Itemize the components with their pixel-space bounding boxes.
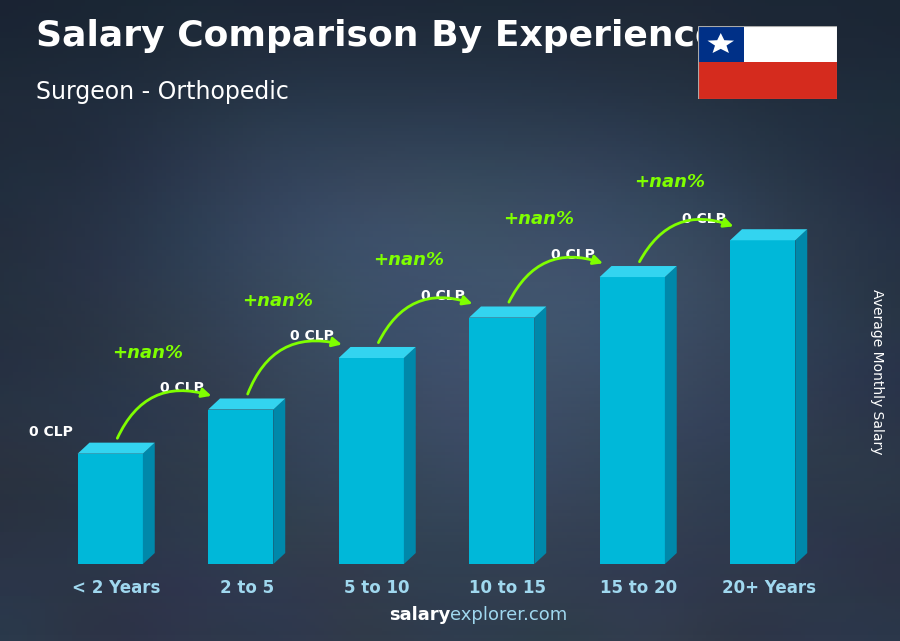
Text: 10 to 15: 10 to 15 — [469, 579, 546, 597]
Bar — [599, 277, 665, 564]
Bar — [77, 454, 143, 564]
Polygon shape — [796, 229, 807, 564]
Text: +nan%: +nan% — [242, 292, 313, 310]
Polygon shape — [404, 347, 416, 564]
Text: 5 to 10: 5 to 10 — [345, 579, 410, 597]
Polygon shape — [730, 229, 807, 240]
Text: +nan%: +nan% — [503, 210, 574, 228]
Text: Surgeon - Orthopedic: Surgeon - Orthopedic — [36, 80, 289, 104]
Text: +nan%: +nan% — [112, 344, 183, 362]
Text: +nan%: +nan% — [373, 251, 444, 269]
Bar — [208, 410, 274, 564]
Polygon shape — [665, 266, 677, 564]
Bar — [338, 358, 404, 564]
Text: 0 CLP: 0 CLP — [420, 289, 464, 303]
Polygon shape — [707, 33, 734, 53]
Text: Salary Comparison By Experience: Salary Comparison By Experience — [36, 19, 719, 53]
Text: < 2 Years: < 2 Years — [72, 579, 160, 597]
Polygon shape — [274, 399, 285, 564]
Polygon shape — [208, 399, 285, 410]
Polygon shape — [535, 306, 546, 564]
Polygon shape — [77, 443, 155, 454]
Bar — [698, 26, 837, 62]
Polygon shape — [469, 306, 546, 317]
Text: +nan%: +nan% — [634, 173, 705, 191]
Text: 0 CLP: 0 CLP — [159, 381, 203, 395]
Text: 0 CLP: 0 CLP — [29, 425, 73, 439]
Polygon shape — [143, 443, 155, 564]
Bar — [698, 26, 744, 62]
Bar — [730, 240, 796, 564]
Text: 15 to 20: 15 to 20 — [599, 579, 677, 597]
Text: 2 to 5: 2 to 5 — [220, 579, 274, 597]
Text: 0 CLP: 0 CLP — [681, 212, 725, 226]
Text: explorer.com: explorer.com — [450, 606, 567, 624]
Polygon shape — [599, 266, 677, 277]
Text: 0 CLP: 0 CLP — [551, 248, 595, 262]
Text: 20+ Years: 20+ Years — [722, 579, 815, 597]
Bar — [698, 62, 837, 99]
Bar — [469, 317, 535, 564]
Text: 0 CLP: 0 CLP — [290, 329, 334, 344]
Text: salary: salary — [389, 606, 450, 624]
Text: Average Monthly Salary: Average Monthly Salary — [870, 289, 885, 454]
Polygon shape — [338, 347, 416, 358]
